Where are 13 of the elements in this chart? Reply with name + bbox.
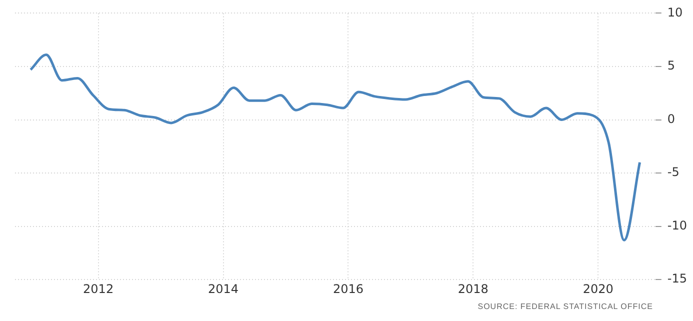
y-tick-label: 10 xyxy=(667,5,683,20)
y-tick-label: 5 xyxy=(667,58,676,73)
x-tick-label: 2014 xyxy=(208,282,239,296)
x-tick-label: 2020 xyxy=(582,282,614,296)
y-tick-label: -15 xyxy=(667,272,688,286)
x-tick-label: 2016 xyxy=(332,282,364,296)
y-tick-label: -10 xyxy=(667,218,688,232)
y-tick-label: -5 xyxy=(667,165,680,180)
y-tick-label: 0 xyxy=(667,112,676,126)
source-note: SOURCE: FEDERAL STATISTICAL OFFICE xyxy=(478,302,653,311)
line-series xyxy=(29,54,642,242)
x-tick-label: 2012 xyxy=(83,282,114,296)
x-tick-label: 2018 xyxy=(458,282,488,296)
